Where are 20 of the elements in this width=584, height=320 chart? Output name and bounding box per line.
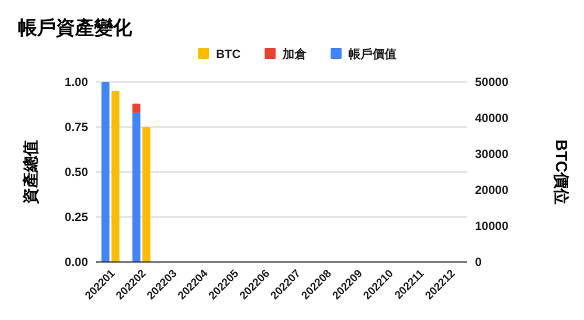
y2-tick-label: 10000 xyxy=(475,219,509,233)
y2-tick-label: 40000 xyxy=(475,111,509,125)
y2-axis-title: BTC價位 xyxy=(552,140,570,204)
bar xyxy=(132,104,140,113)
bar xyxy=(132,112,140,262)
y2-tick-label: 0 xyxy=(475,255,482,269)
chart-title: 帳戶資產變化 xyxy=(18,17,133,39)
y-tick-label: 0.50 xyxy=(64,165,88,179)
y2-tick-label: 30000 xyxy=(475,147,509,161)
y-tick-label: 1.00 xyxy=(64,75,88,89)
y2-tick-label: 50000 xyxy=(475,75,509,89)
y-axis-title: 資產總值 xyxy=(22,140,40,205)
legend-label: 帳戶價值 xyxy=(348,47,397,61)
y-tick-label: 0.00 xyxy=(64,255,88,269)
legend-label: 加倉 xyxy=(282,47,308,61)
bar xyxy=(101,82,110,262)
y-tick-label: 0.25 xyxy=(64,210,88,224)
y2-tick-label: 20000 xyxy=(475,183,509,197)
legend-label: BTC xyxy=(216,47,241,61)
y-tick-label: 0.75 xyxy=(64,120,88,134)
